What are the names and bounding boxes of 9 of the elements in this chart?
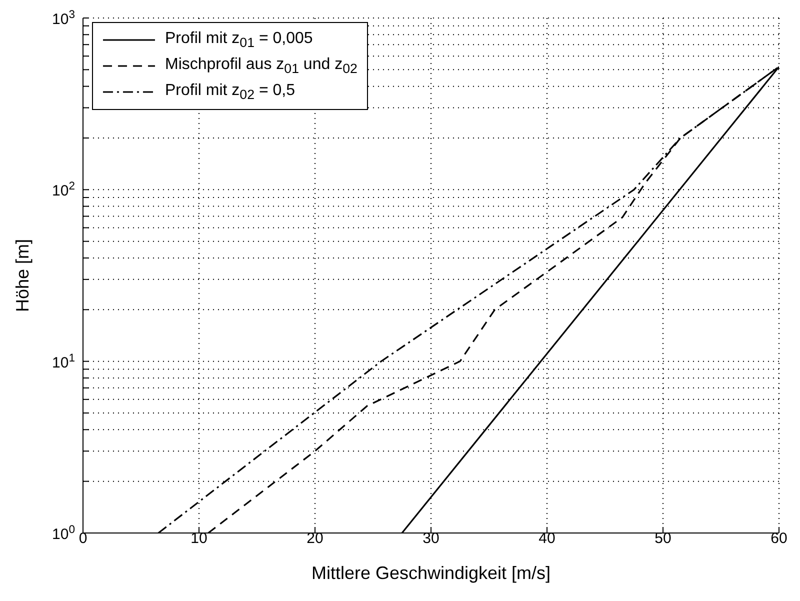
legend-label: Profil mit z$_{01}$ = 0,005 (165, 30, 313, 50)
y-tick-label: 10$^{3}$ (52, 9, 75, 28)
y-tick-label: 10$^{0}$ (52, 524, 75, 543)
y-axis-title: Höhe [m] (12, 238, 32, 312)
legend-label: Mischprofil aus z$_{01}$ und z$_{02}$ (165, 56, 358, 76)
legend-label: Profil mit z$_{02}$ = 0,5 (165, 82, 295, 102)
x-axis-title: Mittlere Geschwindigkeit [m/s] (311, 563, 551, 583)
y-tick-label: 10$^{2}$ (52, 180, 75, 200)
y-tick-label: 10$^{1}$ (52, 352, 75, 372)
